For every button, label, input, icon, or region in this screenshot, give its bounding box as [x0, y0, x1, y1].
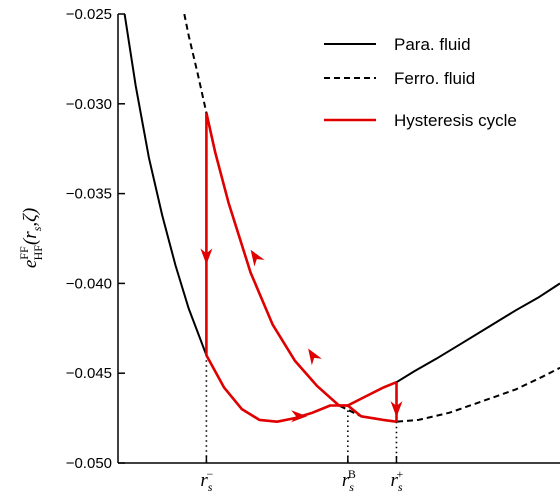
y-tick-label: −0.030 [66, 96, 112, 113]
y-tick-label: −0.050 [66, 455, 112, 472]
hysteresis-segment [205, 112, 397, 423]
labels: rs− rsB rs+ eFFHF(rs,ζ) [17, 208, 404, 494]
arrow-head [200, 248, 213, 265]
x-marker-label: rs+ [390, 467, 403, 494]
y-tick-label: −0.045 [66, 365, 112, 382]
x-marker-label: rs− [200, 467, 213, 494]
legend-label: Hysteresis cycle [394, 111, 517, 130]
y-tick-label: −0.025 [66, 6, 112, 23]
plot-area [123, 14, 560, 463]
legend-label: Para. fluid [394, 35, 471, 54]
arrow-head [250, 249, 265, 267]
y-axis-label: eFFHF(rs,ζ) [17, 208, 45, 268]
legend: Para. fluid Ferro. fluid Hysteresis cycle [324, 35, 517, 130]
x-marker-label: rsB [342, 467, 356, 494]
arrow-head [308, 348, 322, 366]
y-tick-label: −0.040 [66, 275, 112, 292]
legend-label: Ferro. fluid [394, 69, 475, 88]
ferro-fluid-line [183, 14, 560, 423]
y-tick-label: −0.035 [66, 186, 112, 203]
arrow-head [291, 410, 308, 423]
hysteresis-segment [205, 354, 397, 423]
para-fluid-line [123, 14, 560, 423]
arrow-head [390, 401, 403, 418]
axes: −0.025 −0.030 −0.035 −0.040 −0.045 −0.050 [66, 6, 560, 472]
